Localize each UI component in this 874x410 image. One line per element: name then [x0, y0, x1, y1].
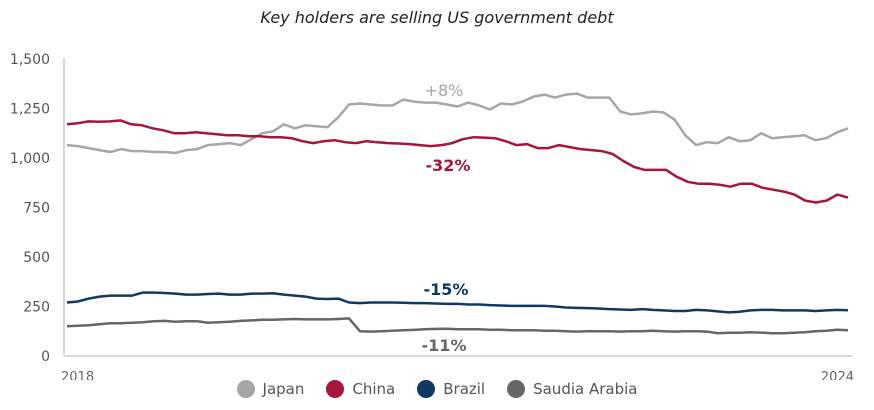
y-tick-label: 750 [23, 201, 50, 217]
y-tick-label: 1,000 [10, 151, 50, 167]
annotation-japan: +8% [425, 81, 464, 100]
y-tick-label: 1,250 [10, 102, 50, 118]
legend-swatch-icon [326, 380, 345, 398]
series-line-saudia-arabia [66, 317, 849, 335]
y-tick-label: 250 [23, 300, 50, 316]
series-line-brazil [66, 291, 849, 314]
legend-swatch-icon [236, 380, 255, 398]
series-line-japan [66, 92, 849, 155]
y-tick-label: 500 [23, 250, 50, 266]
legend-label: Brazil [443, 380, 486, 398]
legend-item-brazil: Brazil [417, 380, 485, 398]
series-line-china [66, 119, 849, 204]
legend-item-china: China [326, 380, 395, 398]
y-tick-label: 1,500 [10, 52, 50, 68]
annotation-china: -32% [426, 156, 471, 175]
annotation-brazil: -15% [424, 280, 469, 299]
legend-label: China [352, 380, 396, 398]
legend: Japan China Brazil Saudia Arabia [0, 380, 874, 398]
legend-label: Saudia Arabia [533, 380, 638, 398]
x-tick-label: 2024 [821, 370, 854, 380]
x-tick-label: 2018 [61, 370, 94, 380]
annotation-saudia-arabia: -11% [422, 336, 467, 355]
legend-swatch-icon [507, 380, 526, 398]
line-chart: 0 250 500 750 1,000 1,250 1,500 2018 2024 +8% -32… [10, 52, 854, 380]
legend-item-saudia-arabia: Saudia Arabia [507, 380, 637, 398]
legend-swatch-icon [417, 380, 436, 398]
legend-label: Japan [262, 380, 305, 398]
legend-item-japan: Japan [236, 380, 305, 398]
chart-title: Key holders are selling US government de… [260, 8, 614, 27]
y-tick-label: 0 [41, 349, 50, 365]
